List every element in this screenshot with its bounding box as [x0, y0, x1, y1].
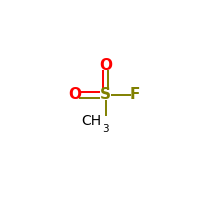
Text: 3: 3 — [102, 124, 109, 134]
Text: O: O — [99, 58, 112, 73]
Text: CH: CH — [82, 114, 102, 128]
Text: S: S — [100, 87, 111, 102]
Text: F: F — [130, 87, 140, 102]
Text: O: O — [68, 87, 81, 102]
